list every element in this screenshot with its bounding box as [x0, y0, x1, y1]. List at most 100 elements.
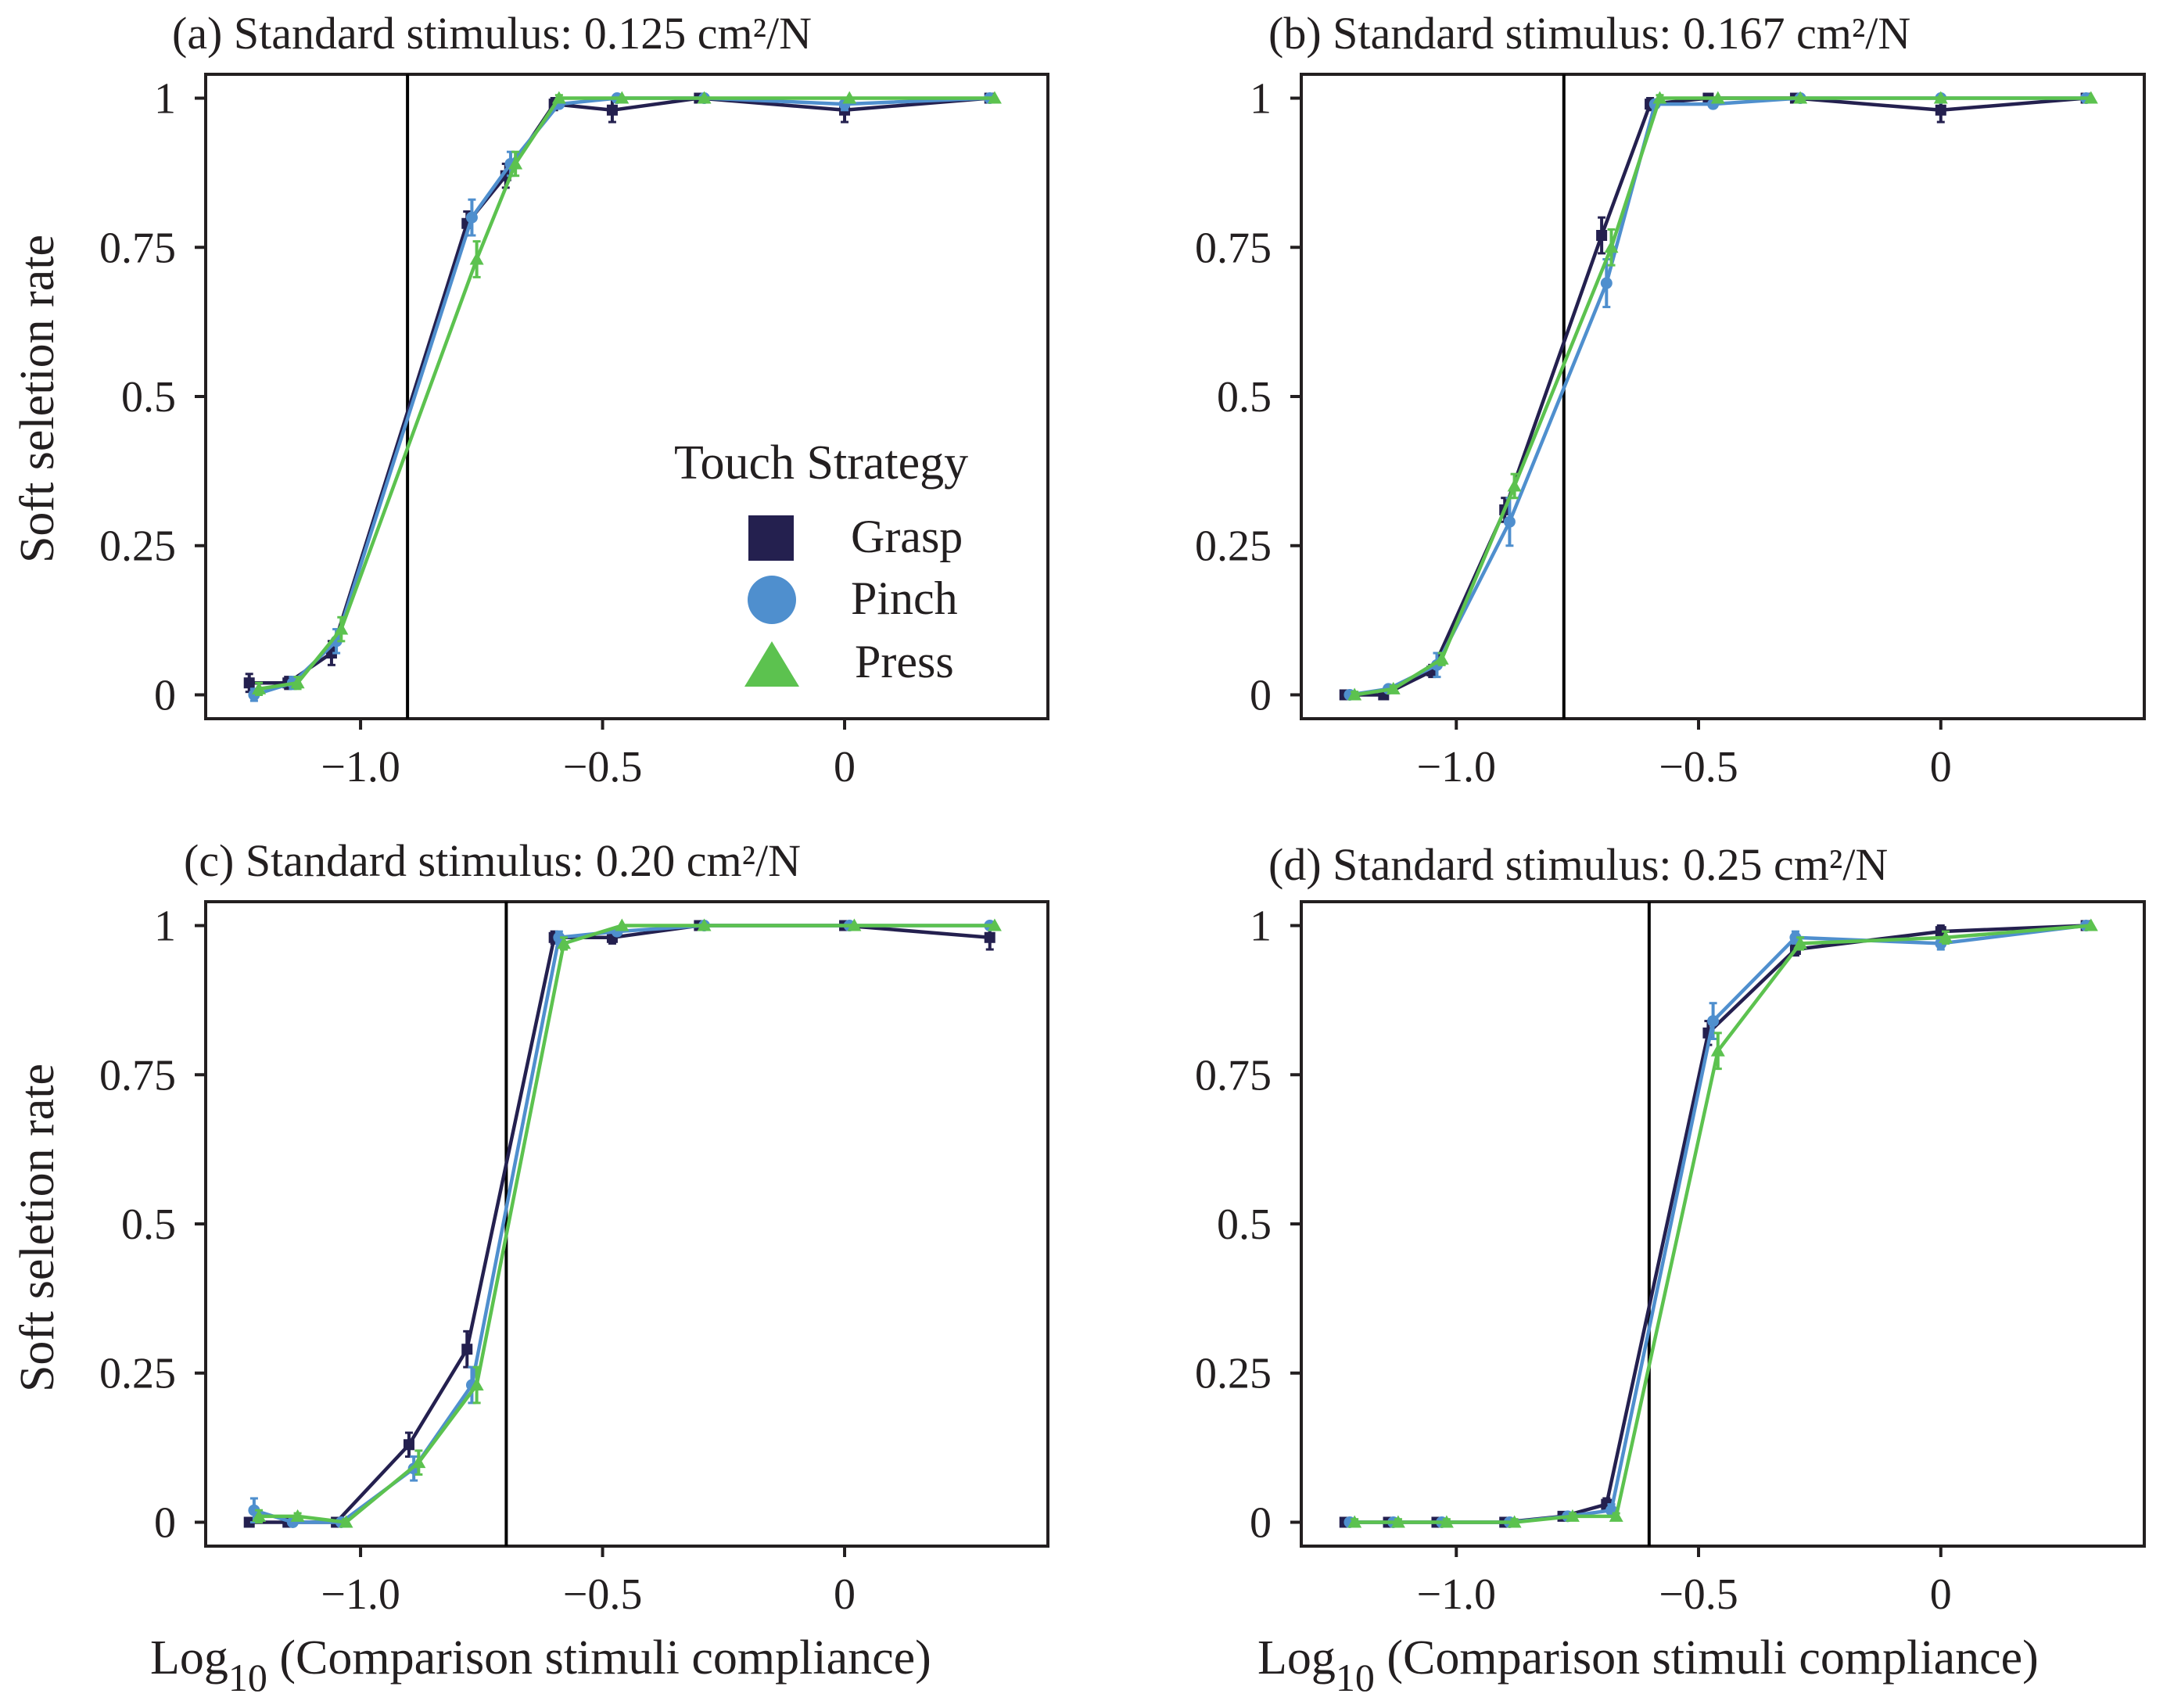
y-tick-label: 0.75	[1195, 224, 1272, 272]
y-tick-label: 0.75	[99, 224, 176, 272]
data-point	[243, 677, 255, 689]
plot-frame	[1300, 900, 2146, 1548]
x-tick-label: −0.5	[563, 743, 643, 791]
series-grasp	[1339, 92, 2092, 701]
y-tick-label: 0	[1250, 671, 1272, 719]
panel-c: (c) Standard stimulus: 0.20 cm²/N 0 0.25 0.…	[99, 835, 1049, 1619]
data-point	[557, 936, 572, 949]
series-line	[249, 924, 990, 1524]
data-point	[697, 918, 712, 931]
data-point	[1507, 1515, 1522, 1528]
x-tick-label: −0.5	[1659, 743, 1738, 791]
series-pinch	[1344, 92, 2093, 701]
data-point	[1565, 1509, 1580, 1522]
data-point	[1503, 515, 1516, 528]
series-line	[1344, 924, 2086, 1524]
x-tick-label: 0	[834, 1570, 856, 1619]
data-point	[615, 918, 630, 931]
y-tick-label: 1	[154, 902, 176, 951]
x-axis-label-log: Log	[150, 1631, 228, 1685]
data-point	[1439, 1515, 1454, 1528]
y-tick-label: 0	[154, 671, 176, 719]
data-point	[1938, 930, 1953, 943]
series-grasp	[243, 920, 996, 1528]
y-axis-label-top: Soft seletion rate	[11, 235, 64, 563]
data-point	[984, 931, 996, 943]
data-point	[551, 91, 566, 104]
y-tick-label: 1	[1250, 75, 1272, 124]
data-point	[2083, 918, 2098, 931]
data-point	[1347, 1515, 1362, 1528]
data-point	[290, 1509, 305, 1522]
x-tick-label: −1.0	[1416, 1570, 1496, 1619]
data-point	[334, 622, 349, 635]
series-grasp	[1339, 920, 2092, 1528]
series-press	[1347, 918, 2098, 1528]
data-point	[1434, 651, 1449, 665]
panel-title: (d) Standard stimulus: 0.25 cm²/N	[1268, 839, 1888, 890]
panel-a: (a) Standard stimulus: 0.125 cm²/N 0 0.25 0…	[99, 8, 1049, 791]
panel-b: (b) Standard stimulus: 0.167 cm²/N 0 0.25 0…	[1195, 8, 2146, 791]
data-point	[987, 918, 1002, 931]
data-point	[290, 676, 305, 689]
data-point	[1710, 1043, 1725, 1057]
series-line	[1354, 924, 2092, 1524]
data-point	[469, 1378, 484, 1390]
plot-frame	[1300, 73, 2146, 720]
x-tick-label: −1.0	[1416, 743, 1496, 791]
panels: (a) Standard stimulus: 0.125 cm²/N 0 0.25 0…	[99, 8, 2146, 1619]
data-point	[1652, 91, 1667, 104]
data-point	[1793, 936, 1808, 949]
y-tick-label: 0.5	[1217, 373, 1272, 422]
data-point	[606, 104, 618, 116]
x-axis-label-left: Log10 (Comparison stimuli compliance)	[150, 1631, 931, 1699]
series-press	[252, 918, 1002, 1528]
y-tick-label: 0.5	[1217, 1200, 1272, 1249]
y-tick-label: 0	[154, 1498, 176, 1547]
series-press	[1347, 91, 2098, 701]
legend-label-grasp: Grasp	[851, 511, 963, 562]
y-tick-label: 0.5	[121, 373, 176, 422]
x-axis-label-rest: (Comparison stimuli compliance)	[1375, 1631, 2039, 1685]
y-tick-label: 0.25	[1195, 522, 1272, 571]
data-point	[1347, 687, 1362, 701]
panel-d: (d) Standard stimulus: 0.25 cm²/N 0 0.25 0.…	[1195, 839, 2146, 1619]
data-point	[1793, 91, 1808, 104]
data-point	[1386, 681, 1401, 694]
y-tick-label: 0.75	[99, 1051, 176, 1100]
legend-label-press: Press	[855, 636, 954, 687]
series-line	[258, 96, 995, 691]
data-point	[1710, 91, 1725, 104]
x-tick-label: 0	[834, 743, 856, 791]
legend-label-pinch: Pinch	[851, 572, 958, 624]
data-point	[465, 211, 478, 224]
data-point	[2083, 91, 2098, 104]
legend: Touch Strategy Grasp Pinch Press	[674, 436, 968, 687]
plot-frame	[204, 900, 1049, 1548]
data-point	[461, 1344, 473, 1355]
data-point	[1390, 1515, 1405, 1528]
data-point	[1707, 1015, 1720, 1028]
series-line	[259, 924, 995, 1524]
series-line	[1344, 96, 2086, 697]
x-axis-label-sub: 10	[1336, 1656, 1375, 1699]
x-axis-label-sub: 10	[228, 1656, 267, 1699]
data-point	[1507, 479, 1522, 492]
data-point	[1604, 240, 1619, 253]
x-tick-label: 0	[1930, 1570, 1952, 1619]
data-point	[252, 1509, 267, 1522]
data-point	[252, 681, 267, 694]
series-pinch	[248, 920, 996, 1528]
data-point	[1600, 277, 1613, 289]
y-tick-label: 1	[1250, 902, 1272, 951]
x-axis-label-log: Log	[1257, 1631, 1336, 1685]
panel-title: (c) Standard stimulus: 0.20 cm²/N	[184, 835, 801, 886]
y-tick-label: 0.25	[1195, 1350, 1272, 1398]
data-point	[615, 91, 630, 104]
data-point	[1935, 104, 1946, 116]
y-axis-label-bottom: Soft seletion rate	[11, 1064, 64, 1392]
data-point	[469, 252, 484, 265]
legend-title: Touch Strategy	[674, 436, 968, 490]
x-axis-label-rest: (Comparison stimuli compliance)	[267, 1631, 931, 1685]
